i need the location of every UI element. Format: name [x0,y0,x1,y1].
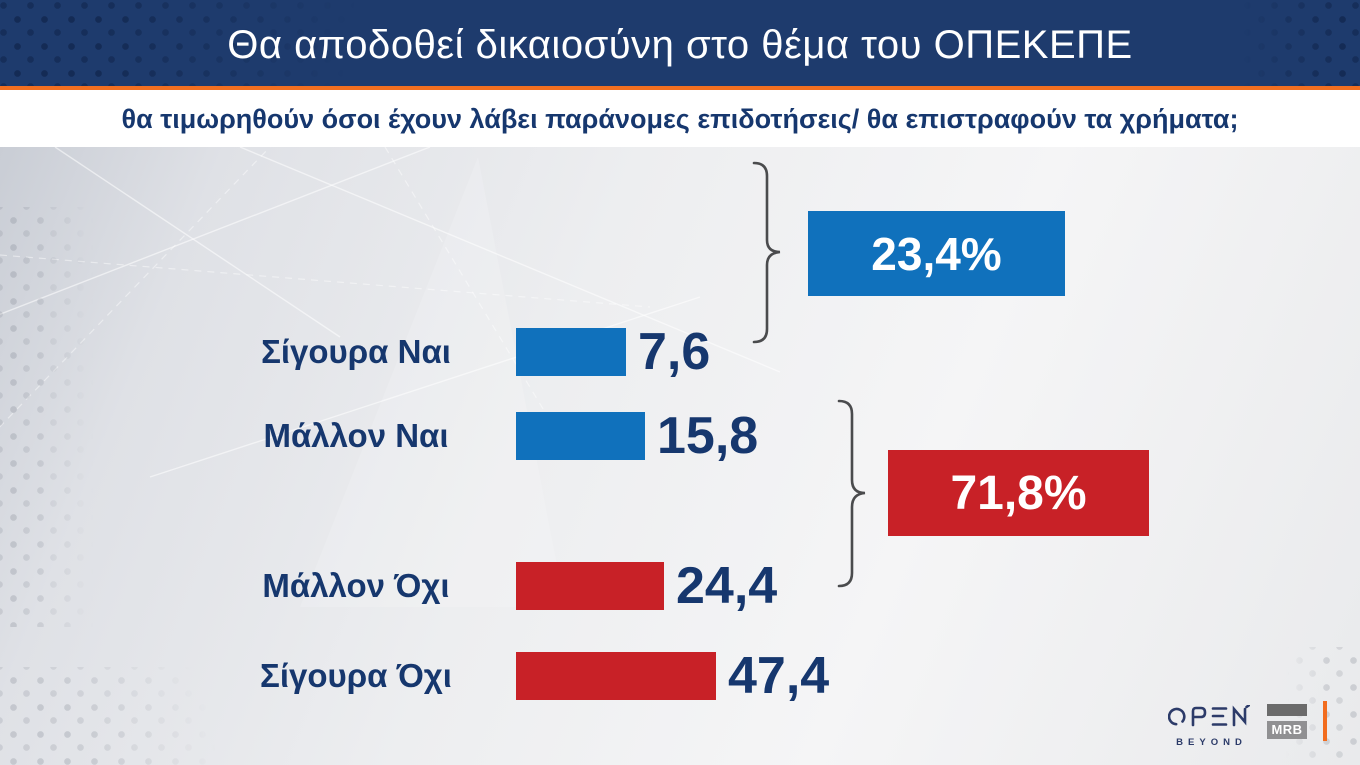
chart-dot-pattern-bottom-left [0,667,260,765]
accent-divider [0,86,1360,90]
mrb-logo-bar [1267,704,1307,716]
bar-mallon-ochi [516,562,664,610]
category-label-mallon-nai: Μάλλον Ναι [263,417,449,454]
bracket-yes-icon [752,161,781,344]
background-streak-lines [0,147,781,607]
header-dot-pattern-right [1190,0,1360,86]
bar-mallon-nai [516,412,645,460]
header: Θα αποδοθεί δικαιοσύνη στο θέμα του ΟΠΕΚ… [0,0,1360,86]
subtitle-text: θα τιμωρηθούν όσοι έχουν λάβει παράνομες… [121,104,1239,134]
open-logo: BEYOND [1167,703,1251,748]
group-total-yes: 23,4% [808,211,1065,296]
group-total-no: 71,8% [888,450,1149,536]
value-label-sigoura-ochi: 47,4 [728,647,830,705]
value-label-mallon-nai: 15,8 [657,407,759,465]
subtitle-bar: θα τιμωρηθούν όσοι έχουν λάβει παράνομες… [0,90,1360,147]
value-label-mallon-ochi: 24,4 [676,557,778,615]
group-brackets [752,161,866,588]
bar-sigoura-nai [516,328,626,376]
value-label-sigoura-nai: 7,6 [638,323,711,381]
bracket-no-icon [837,399,866,588]
orange-divider-tick [1323,701,1327,741]
mrb-logo-text: MRB [1267,721,1307,739]
open-beyond-label: BEYOND [1176,737,1247,748]
open-logo-icon [1167,703,1251,727]
bar-sigoura-ochi [516,652,716,700]
mrb-logo: MRB [1267,704,1307,739]
category-label-sigoura-nai: Σίγουρα Ναι [261,333,451,370]
chart-area: Σίγουρα Ναι Μάλλον Ναι Μάλλον Όχι Σίγουρ… [0,147,1360,765]
page-title: Θα αποδοθεί δικαιοσύνη στο θέμα του ΟΠΕΚ… [227,23,1133,67]
category-label-sigoura-ochi: Σίγουρα Όχι [260,657,452,694]
chart-dot-pattern-left [0,207,110,627]
category-label-mallon-ochi: Μάλλον Όχι [262,567,450,604]
header-dot-pattern-left [0,0,430,86]
